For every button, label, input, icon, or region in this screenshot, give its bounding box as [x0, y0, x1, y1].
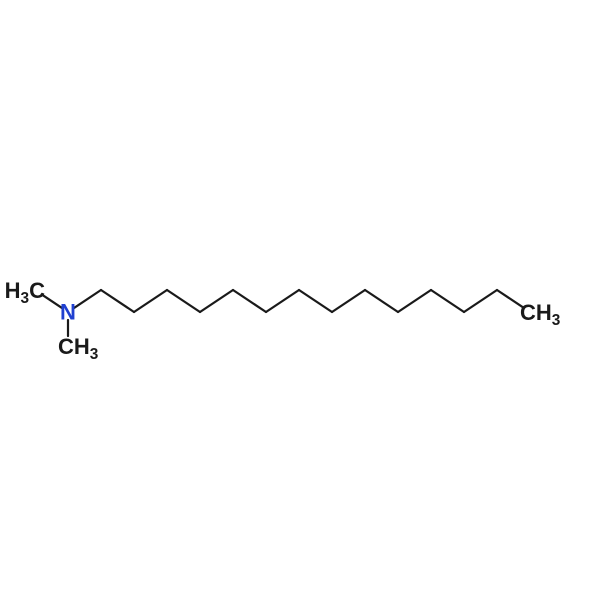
bond — [299, 290, 332, 312]
bond — [431, 290, 464, 312]
bond — [73, 290, 101, 309]
molecule-diagram: N H3C CH3 CH3 — [0, 0, 600, 600]
bond — [365, 290, 398, 312]
bond — [200, 290, 233, 312]
atom-label-methyl: CH3 — [58, 334, 98, 364]
atom-label-methyl: CH3 — [520, 300, 560, 330]
bond — [464, 290, 497, 312]
atom-label-n: N — [60, 300, 76, 325]
bond — [266, 290, 299, 312]
bond — [101, 290, 134, 312]
bonds-layer — [42, 290, 524, 336]
bond — [167, 290, 200, 312]
bond — [134, 290, 167, 312]
bond — [233, 290, 266, 312]
bond — [332, 290, 365, 312]
bond — [398, 290, 431, 312]
atom-label-methyl: H3C — [5, 278, 45, 308]
labels-layer: N H3C CH3 CH3 — [5, 278, 561, 364]
